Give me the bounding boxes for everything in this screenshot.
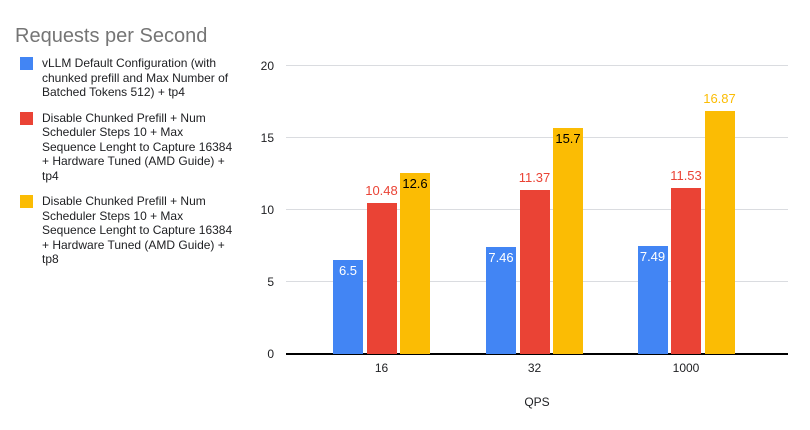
bar-series0-qps32: [486, 246, 516, 354]
x-tick-label-32: 32: [527, 361, 542, 375]
chart-title: Requests per Second: [15, 25, 208, 47]
legend-label-series0: vLLM Default Configuration (with chunked…: [42, 56, 229, 99]
x-tick-label-16: 16: [374, 361, 389, 375]
chart-legend: vLLM Default Configuration (with chunked…: [20, 56, 242, 267]
x-tick-label-1000: 1000: [672, 361, 700, 375]
bar-value-label-series1-qps16: 10.48: [365, 183, 398, 199]
bar-value-label-series0-qps1000: 7.49: [639, 249, 666, 265]
bar-value-label-series2-qps16: 12.6: [402, 175, 428, 191]
bar-series2-qps16: [400, 172, 430, 354]
bar-series2-qps32: [553, 127, 583, 354]
bar-series1-qps16: [366, 203, 397, 354]
bar-value-label-series2-qps32: 15.7: [555, 130, 581, 146]
bar-series0-qps16: [333, 260, 363, 354]
bar-value-label-series1-qps32: 11.37: [518, 170, 551, 186]
legend-swatch-series1: [20, 111, 33, 125]
bar-series2-qps1000: [704, 111, 735, 354]
legend-item-series2: Disable Chunked Prefill + Num Scheduler …: [20, 194, 242, 267]
legend-item-series1: Disable Chunked Prefill + Num Scheduler …: [20, 111, 242, 184]
bar-series1-qps1000: [671, 187, 701, 354]
legend-item-series0: vLLM Default Configuration (with chunked…: [20, 56, 242, 100]
bar-value-label-series1-qps1000: 11.53: [670, 167, 702, 183]
legend-label-series2: Disable Chunked Prefill + Num Scheduler …: [42, 194, 233, 266]
x-axis-line: [286, 353, 788, 355]
gridline-20: [286, 65, 788, 66]
legend-label-series1: Disable Chunked Prefill + Num Scheduler …: [42, 110, 233, 183]
plot-area: 6.5 10.48 12.6 7.46 11.37 15.7 7.49 11.53 16.87: [286, 65, 788, 355]
y-tick-label-5: 5: [267, 275, 274, 289]
bar-value-label-series0-qps32: 7.46: [488, 249, 514, 265]
gridline-15: [286, 137, 788, 138]
bar-value-label-series0-qps16: 6.5: [338, 263, 358, 279]
y-tick-label-0: 0: [267, 347, 274, 361]
legend-swatch-series0: [20, 57, 33, 70]
x-axis-title: QPS: [524, 395, 550, 409]
legend-swatch-series2: [20, 195, 33, 208]
bar-value-label-series2-qps1000: 16.87: [703, 91, 736, 107]
bar-series0-qps1000: [637, 246, 668, 354]
bar-series1-qps32: [519, 190, 550, 354]
